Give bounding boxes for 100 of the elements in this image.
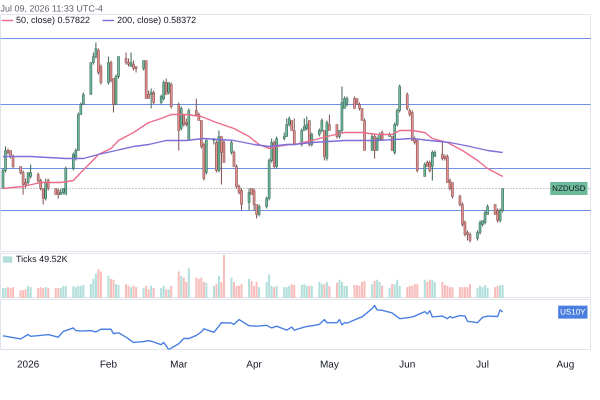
bar xyxy=(424,280,426,298)
bar xyxy=(185,282,188,298)
candlestick xyxy=(376,136,378,151)
bar xyxy=(346,286,348,298)
bar xyxy=(57,288,60,298)
candlestick xyxy=(230,140,233,155)
bar xyxy=(338,280,340,298)
bar xyxy=(110,278,112,298)
bar xyxy=(458,287,461,298)
bar xyxy=(343,286,346,298)
bar xyxy=(484,284,486,298)
bar xyxy=(273,287,276,298)
candlestick xyxy=(150,88,152,109)
bar xyxy=(150,286,152,298)
candlestick xyxy=(373,134,376,159)
candlestick xyxy=(72,152,75,171)
bar xyxy=(356,284,358,298)
x-tick-label: Feb xyxy=(100,360,118,370)
candlestick xyxy=(170,82,173,109)
bar xyxy=(160,288,162,298)
bar xyxy=(107,276,110,298)
bar xyxy=(135,287,138,298)
bar xyxy=(444,284,446,298)
candlestick xyxy=(370,134,374,151)
candlestick xyxy=(431,150,434,181)
bar xyxy=(40,287,42,298)
bar xyxy=(60,288,62,298)
bar xyxy=(482,287,484,298)
bar xyxy=(388,288,391,298)
bar xyxy=(114,284,117,298)
bar xyxy=(205,282,208,298)
candlestick xyxy=(336,124,338,139)
bar xyxy=(446,286,448,298)
bar xyxy=(451,287,454,298)
bar xyxy=(64,286,67,298)
bar xyxy=(180,276,182,298)
bar xyxy=(117,284,120,298)
candlestick xyxy=(428,160,432,173)
bar xyxy=(54,288,57,298)
bar xyxy=(42,288,44,298)
bar xyxy=(499,284,502,298)
candlestick xyxy=(484,210,486,225)
bar xyxy=(240,284,243,298)
candlestick xyxy=(29,164,32,179)
bar xyxy=(406,287,408,298)
bar xyxy=(168,289,170,298)
bar xyxy=(20,290,22,298)
text: Jul 09, 2026 11:33 UTC-4 xyxy=(0,4,103,14)
bar xyxy=(10,288,12,298)
candlestick xyxy=(12,154,14,169)
bar xyxy=(290,284,293,298)
bar xyxy=(479,286,482,298)
candlestick xyxy=(46,178,50,191)
bar xyxy=(112,280,114,298)
bar xyxy=(353,284,356,298)
candlestick xyxy=(240,188,243,211)
bar xyxy=(188,268,190,298)
bar xyxy=(461,287,464,298)
x-tick-label: Jun xyxy=(399,360,416,370)
bar xyxy=(268,274,270,298)
ref-line-label: NZDUSD xyxy=(552,184,586,193)
bar xyxy=(202,282,205,298)
bar xyxy=(74,287,77,298)
candlestick xyxy=(292,118,296,145)
candlestick xyxy=(496,208,499,223)
candlestick xyxy=(142,60,145,71)
bar xyxy=(130,287,132,298)
bar xyxy=(381,286,384,298)
candlestick xyxy=(162,80,165,101)
candlestick xyxy=(107,56,110,85)
legend-label: 200, close) 0.58372 xyxy=(117,15,196,25)
bar xyxy=(308,286,310,298)
bar xyxy=(165,289,168,298)
bar xyxy=(496,286,499,298)
bar xyxy=(364,281,366,298)
bar xyxy=(293,284,296,298)
bar xyxy=(77,286,80,298)
candlestick xyxy=(56,188,60,199)
bar xyxy=(170,286,172,298)
candlestick xyxy=(353,96,356,109)
candlestick xyxy=(305,116,308,131)
bar xyxy=(502,284,504,298)
bar xyxy=(80,286,82,298)
bar xyxy=(22,290,24,298)
candlestick xyxy=(180,106,183,131)
bar xyxy=(178,271,180,298)
bar xyxy=(182,278,185,298)
bar xyxy=(276,286,278,298)
bar xyxy=(378,282,381,298)
candlestick xyxy=(152,90,155,105)
bar xyxy=(486,288,489,298)
legend-label: 50, close) 0.57822 xyxy=(16,15,90,25)
bar xyxy=(24,289,27,298)
bar xyxy=(142,288,145,298)
bar xyxy=(396,280,398,298)
candlestick xyxy=(164,78,168,95)
bar xyxy=(428,280,431,298)
bar xyxy=(235,286,238,298)
bar xyxy=(288,286,290,298)
candlestick xyxy=(468,232,472,243)
